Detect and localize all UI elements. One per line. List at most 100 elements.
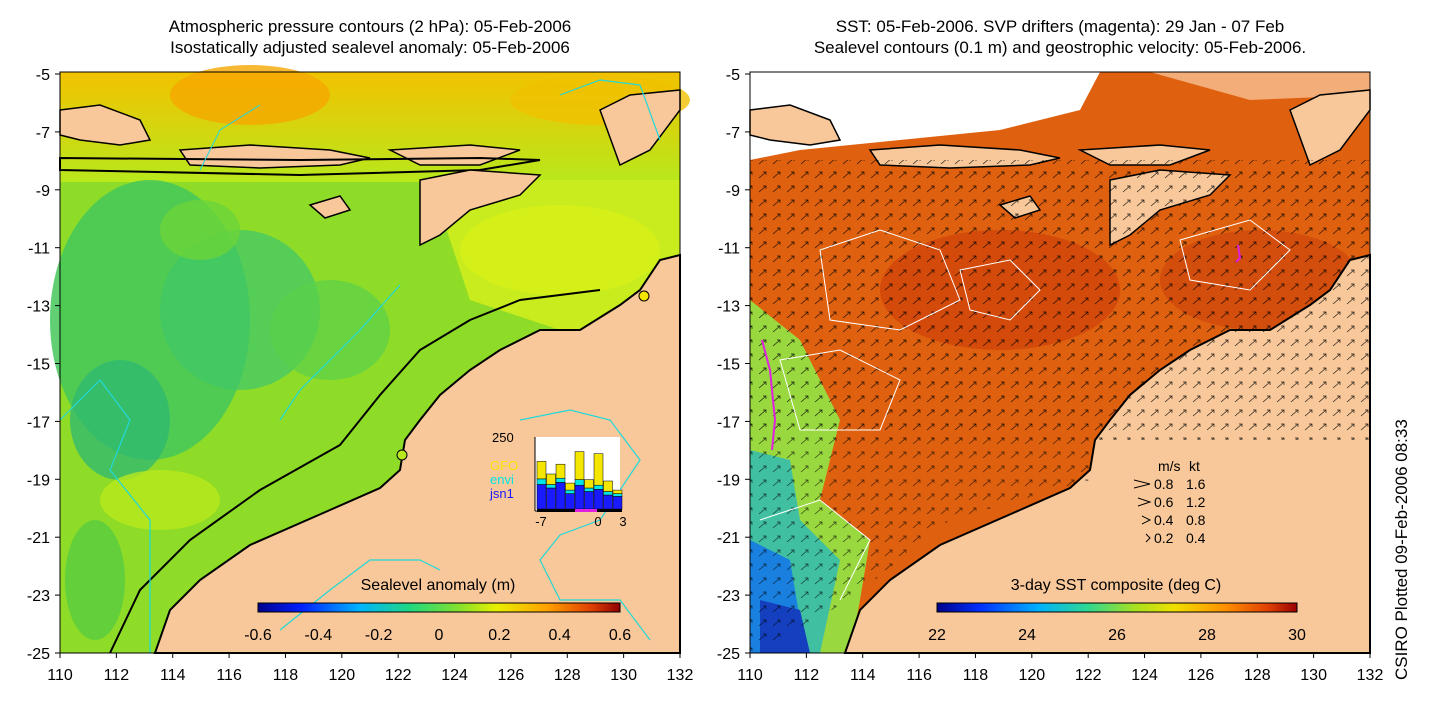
- right-title-line1: SST: 05-Feb-2006. SVP drifters (magenta)…: [835, 17, 1285, 36]
- x-tick-label: 132: [667, 667, 694, 684]
- colorbar-tick-label: 26: [1108, 627, 1126, 644]
- histogram-legend-GFO: GFO: [490, 458, 518, 473]
- y-tick-label: -5: [726, 67, 740, 84]
- x-tick-label: 120: [328, 667, 355, 684]
- velocity-legend: m/s kt 0.8 1.6 0.6 1.2 0.4 0.8 0.2 0.4: [1133, 458, 1206, 546]
- x-tick-label: 130: [610, 667, 637, 684]
- colorbar-tick-label: 30: [1288, 627, 1306, 644]
- y-tick-label: -5: [36, 67, 50, 84]
- x-tick-label: 128: [554, 667, 581, 684]
- histogram-bar-yellow: [603, 480, 613, 492]
- x-tick-label: 114: [160, 667, 186, 684]
- velocity-arrow-glyph: [1141, 515, 1152, 525]
- left-x-axis: 110 112 114 116 118 120 122 124 126 128 130 132: [47, 653, 693, 684]
- x-tick-label: 128: [1244, 667, 1271, 684]
- colorbar-tick-label: 0.2: [488, 627, 510, 644]
- y-tick-label: -7: [36, 125, 50, 142]
- x-tick-label: 126: [498, 667, 525, 684]
- left-title: Atmospheric pressure contours (2 hPa): 0…: [60, 16, 680, 58]
- histogram-bar-yellow: [536, 461, 547, 480]
- colorbar-tick-label: 0: [435, 627, 444, 644]
- y-tick-label: -19: [27, 472, 50, 489]
- y-tick-label: -21: [717, 530, 740, 547]
- x-tick-label: 112: [104, 667, 130, 684]
- right-y-axis: -5 -7 -9 -11 -13 -15 -17 -19 -21 -23 -25: [717, 67, 750, 663]
- right-map-area: [749, 71, 1371, 654]
- velocity-ms-value: 0.6: [1154, 494, 1174, 510]
- y-tick-label: -7: [726, 125, 740, 142]
- velocity-kt-value: 1.6: [1186, 476, 1206, 492]
- histogram-drifter-strip: [575, 509, 597, 512]
- histogram-bar-yellow: [584, 479, 594, 489]
- x-tick-label: 122: [1075, 667, 1102, 684]
- x-tick-label: 130: [1300, 667, 1327, 684]
- colorbar-tick-label: 22: [928, 627, 946, 644]
- histogram-bar-yellow: [574, 451, 585, 480]
- histogram-bar-yellow: [612, 489, 623, 494]
- x-tick-label: 124: [1131, 667, 1158, 684]
- right-title: SST: 05-Feb-2006. SVP drifters (magenta)…: [750, 16, 1370, 58]
- y-tick-label: -9: [726, 183, 740, 200]
- inset-ymax-label: 250: [492, 430, 514, 445]
- right-colorbar-label: 3-day SST composite (deg C): [1011, 577, 1221, 594]
- x-tick-label: 132: [1357, 667, 1384, 684]
- right-title-line2: Sealevel contours (0.1 m) and geostrophi…: [813, 38, 1307, 57]
- y-tick-label: -17: [27, 414, 50, 431]
- velocity-ms-value: 0.2: [1154, 530, 1174, 546]
- x-tick-label: 126: [1188, 667, 1215, 684]
- velocity-ms-value: 0.8: [1154, 476, 1174, 492]
- histogram-legend-envi: envi: [490, 472, 514, 487]
- left-title-line1: Atmospheric pressure contours (2 hPa): 0…: [168, 17, 572, 36]
- velocity-arrow-glyph: [1133, 479, 1151, 489]
- velocity-arrow-glyph: [1137, 497, 1152, 507]
- velocity-kt-value: 0.4: [1186, 530, 1206, 546]
- left-y-axis: -5 -7 -9 -11 -13 -15 -17 -19 -21 -23 -25: [27, 67, 60, 663]
- y-tick-label: -25: [717, 646, 740, 663]
- colorbar-tick-label: -0.2: [365, 627, 393, 644]
- y-tick-label: -13: [717, 299, 740, 316]
- x-tick-label: 116: [906, 667, 932, 684]
- left-map-panel: -5 -7 -9 -11 -13 -15 -17 -19 -21 -23 -25 110 112 114…: [27, 65, 693, 684]
- left-colorbar: Sealevel anomaly (m) -0.6 -0.4 -0.2 0 0.2 0.4…: [244, 577, 631, 644]
- histogram-legend-jsn1: jsn1: [489, 486, 514, 501]
- y-tick-label: -25: [27, 646, 50, 663]
- y-tick-label: -19: [717, 472, 740, 489]
- velocity-kt-value: 1.2: [1186, 494, 1206, 510]
- x-tick-label: 118: [963, 667, 989, 684]
- y-tick-label: -23: [717, 588, 740, 605]
- x-tick-label: 116: [216, 667, 242, 684]
- left-title-line2: Isostatically adjusted sealevel anomaly:…: [170, 38, 570, 57]
- histogram-x-tick: 3: [619, 514, 626, 529]
- colorbar-tick-label: -0.4: [305, 627, 333, 644]
- y-tick-label: -9: [36, 183, 50, 200]
- x-tick-label: 114: [850, 667, 876, 684]
- left-map-area: [50, 65, 690, 654]
- left-colorbar-label: Sealevel anomaly (m): [361, 577, 516, 594]
- velocity-legend-kt-header: kt: [1189, 458, 1200, 474]
- colorbar-tick-label: 0.6: [609, 627, 631, 644]
- histogram-bar-yellow: [593, 453, 604, 486]
- right-colorbar: 3-day SST composite (deg C) 22 24 26 28 30: [928, 577, 1306, 644]
- x-tick-label: 120: [1018, 667, 1045, 684]
- velocity-kt-value: 0.8: [1186, 512, 1206, 528]
- x-tick-label: 112: [794, 667, 820, 684]
- colorbar-tick-label: 28: [1198, 627, 1216, 644]
- x-tick-label: 118: [273, 667, 299, 684]
- x-tick-label: 110: [737, 667, 763, 684]
- y-tick-label: -11: [28, 241, 50, 258]
- colorbar-tick-label: 24: [1018, 627, 1036, 644]
- credit-label: CSIRO Plotted 09-Feb-2006 08:33: [1392, 419, 1411, 680]
- x-tick-label: 110: [47, 667, 73, 684]
- y-tick-label: -23: [27, 588, 50, 605]
- x-tick-label: 124: [441, 667, 468, 684]
- histogram-bar-yellow: [546, 473, 556, 485]
- histogram-x-tick: 0: [594, 514, 601, 529]
- y-tick-label: -13: [27, 299, 50, 316]
- velocity-ms-value: 0.4: [1154, 512, 1174, 528]
- histogram-bar-yellow: [565, 482, 575, 491]
- colorbar-tick-label: 0.4: [549, 627, 571, 644]
- y-tick-label: -15: [27, 357, 50, 374]
- velocity-legend-ms-header: m/s: [1158, 458, 1181, 474]
